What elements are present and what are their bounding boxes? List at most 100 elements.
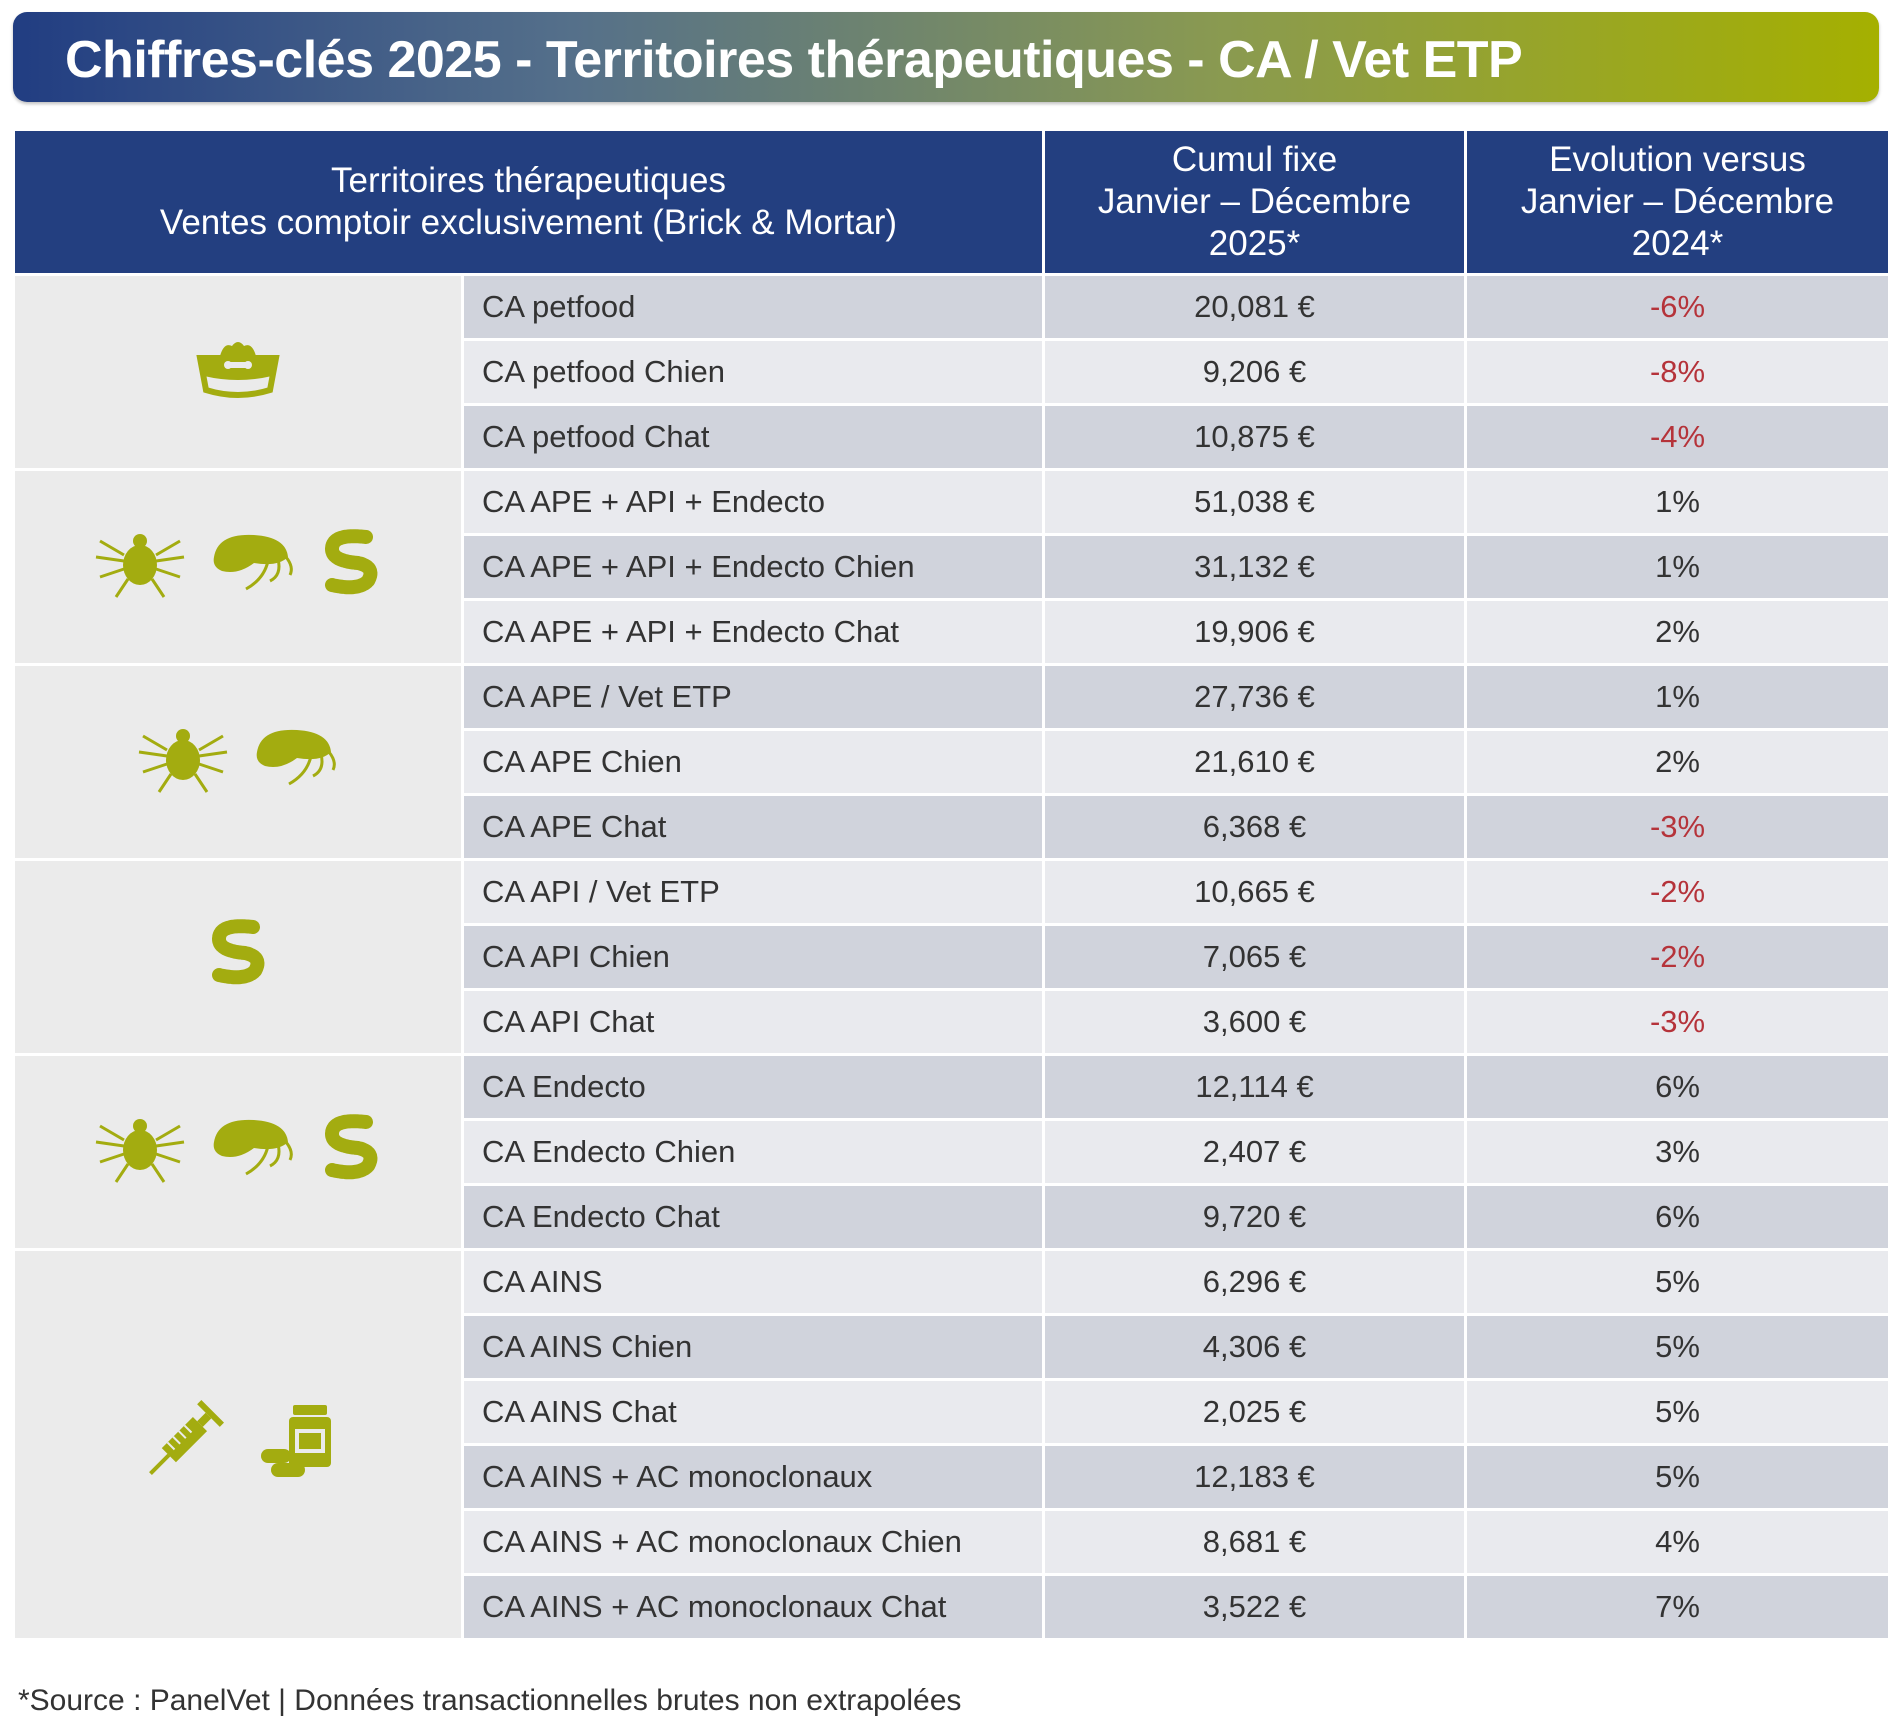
header-evolution-line1: Evolution versus bbox=[1549, 140, 1806, 179]
header-cumul: Cumul fixe Janvier – Décembre 2025* bbox=[1045, 131, 1465, 273]
worm-icon bbox=[205, 917, 271, 997]
flea-icon bbox=[208, 1112, 298, 1192]
table-row: CA Endecto 12,114 €6% bbox=[15, 1056, 1889, 1248]
table-row: CA API Chien 7,065 € -2% bbox=[15, 926, 1889, 988]
table-row: CA APE Chien 21,610 €2% bbox=[15, 731, 1889, 793]
row-label: CA API Chat bbox=[464, 991, 1043, 1053]
row-label: CA APE Chat bbox=[464, 796, 1043, 858]
header-cumul-line3: 2025* bbox=[1208, 224, 1301, 263]
row-label: CA Endecto Chat bbox=[464, 1186, 1043, 1248]
table-row: CA AINS + AC monoclonaux 12,183 €5% bbox=[15, 1446, 1889, 1508]
table-body: CA petfood 20,081 € -6% CA petfood Chien 9,2… bbox=[15, 276, 1889, 1638]
header-cumul-line2: Janvier – Décembre bbox=[1097, 182, 1412, 221]
row-cumul-value: 21,610 € bbox=[1045, 731, 1465, 793]
table-row: CA Endecto Chat 9,720 €6% bbox=[15, 1186, 1889, 1248]
row-cumul-value: 10,665 € bbox=[1045, 861, 1465, 923]
row-label: CA API Chien bbox=[464, 926, 1043, 988]
table-row: CA API Chat 3,600 € -3% bbox=[15, 991, 1889, 1053]
row-label: CA Endecto Chien bbox=[464, 1121, 1043, 1183]
row-evolution: 5% bbox=[1467, 1381, 1889, 1443]
row-evolution: 5% bbox=[1467, 1316, 1889, 1378]
row-cumul-value: 2,025 € bbox=[1045, 1381, 1465, 1443]
row-cumul-value: 31,132 € bbox=[1045, 536, 1465, 598]
row-label: CA AINS bbox=[464, 1251, 1043, 1313]
row-cumul-value: 19,906 € bbox=[1045, 601, 1465, 663]
header-evolution-line2: Janvier – Décembre bbox=[1520, 182, 1835, 221]
table-row: CA AINS + AC monoclonaux Chien 8,681 €4% bbox=[15, 1511, 1889, 1573]
row-evolution: -4% bbox=[1467, 406, 1889, 468]
territory-icons bbox=[15, 666, 461, 858]
row-label: CA APE + API + Endecto Chat bbox=[464, 601, 1043, 663]
table-row: CA APE + API + Endecto 51,038 €1% bbox=[15, 471, 1889, 663]
table-row: CA APE Chat 6,368 € -3% bbox=[15, 796, 1889, 858]
row-label: CA AINS + AC monoclonaux Chat bbox=[464, 1576, 1043, 1638]
row-label: CA AINS Chat bbox=[464, 1381, 1043, 1443]
row-label: CA APE / Vet ETP bbox=[464, 666, 1043, 728]
row-evolution: 5% bbox=[1467, 1251, 1889, 1313]
row-label: CA APE + API + Endecto Chien bbox=[464, 536, 1043, 598]
row-label: CA AINS + AC monoclonaux bbox=[464, 1446, 1043, 1508]
row-evolution: -2% bbox=[1467, 926, 1889, 988]
row-evolution: 2% bbox=[1467, 731, 1889, 793]
page-title: Chiffres-clés 2025 - Territoires thérape… bbox=[65, 31, 1523, 89]
table-row: CA AINS 6,296 €5% bbox=[15, 1251, 1889, 1638]
row-cumul-value: 7,065 € bbox=[1045, 926, 1465, 988]
territory-icons bbox=[15, 276, 461, 468]
row-evolution: 3% bbox=[1467, 1121, 1889, 1183]
table-header-row: Territoires thérapeutiques Ventes compto… bbox=[15, 131, 1889, 273]
row-evolution: 1% bbox=[1467, 471, 1889, 533]
header-territories-line2: Ventes comptoir exclusivement (Brick & M… bbox=[159, 203, 898, 242]
row-evolution: 6% bbox=[1467, 1186, 1889, 1248]
header-territories-line1: Territoires thérapeutiques bbox=[331, 161, 726, 200]
row-cumul-value: 8,681 € bbox=[1045, 1511, 1465, 1573]
tick-icon bbox=[135, 722, 231, 802]
territory-icons bbox=[15, 1056, 461, 1248]
row-evolution: -3% bbox=[1467, 796, 1889, 858]
header-territories: Territoires thérapeutiques Ventes compto… bbox=[15, 131, 1043, 273]
tick-icon bbox=[92, 527, 188, 607]
row-cumul-value: 2,407 € bbox=[1045, 1121, 1465, 1183]
row-cumul-value: 12,183 € bbox=[1045, 1446, 1465, 1508]
row-label: CA AINS Chien bbox=[464, 1316, 1043, 1378]
row-evolution: 1% bbox=[1467, 666, 1889, 728]
row-cumul-value: 4,306 € bbox=[1045, 1316, 1465, 1378]
row-cumul-value: 10,875 € bbox=[1045, 406, 1465, 468]
row-cumul-value: 9,720 € bbox=[1045, 1186, 1465, 1248]
table-row: CA APE + API + Endecto Chien 31,132 €1% bbox=[15, 536, 1889, 598]
key-figures-table: Territoires thérapeutiques Ventes compto… bbox=[12, 128, 1891, 1641]
row-evolution: 7% bbox=[1467, 1576, 1889, 1638]
pills-icon bbox=[253, 1401, 343, 1489]
syringe-icon bbox=[133, 1391, 233, 1499]
row-evolution: -6% bbox=[1467, 276, 1889, 338]
row-cumul-value: 20,081 € bbox=[1045, 276, 1465, 338]
territory-icons bbox=[15, 471, 461, 663]
row-evolution: -2% bbox=[1467, 861, 1889, 923]
worm-icon bbox=[318, 1112, 384, 1192]
row-evolution: -3% bbox=[1467, 991, 1889, 1053]
bowl-icon bbox=[190, 336, 286, 408]
territory-icons bbox=[15, 1251, 461, 1638]
row-evolution: 1% bbox=[1467, 536, 1889, 598]
row-evolution: 6% bbox=[1467, 1056, 1889, 1118]
table-row: CA APE + API + Endecto Chat 19,906 €2% bbox=[15, 601, 1889, 663]
table-row: CA petfood 20,081 € -6% bbox=[15, 276, 1889, 468]
row-evolution: -8% bbox=[1467, 341, 1889, 403]
territory-icons bbox=[15, 861, 461, 1053]
table-row: CA petfood Chien 9,206 € -8% bbox=[15, 341, 1889, 403]
table-row: CA Endecto Chien 2,407 €3% bbox=[15, 1121, 1889, 1183]
header-cumul-line1: Cumul fixe bbox=[1171, 140, 1338, 179]
row-label: CA petfood Chien bbox=[464, 341, 1043, 403]
row-evolution: 5% bbox=[1467, 1446, 1889, 1508]
row-cumul-value: 6,368 € bbox=[1045, 796, 1465, 858]
table-row: CA API / Vet ETP 10,665 € -2% bbox=[15, 861, 1889, 1053]
row-label: CA APE + API + Endecto bbox=[464, 471, 1043, 533]
row-cumul-value: 3,600 € bbox=[1045, 991, 1465, 1053]
worm-icon bbox=[318, 527, 384, 607]
header-evolution: Evolution versus Janvier – Décembre 2024… bbox=[1467, 131, 1889, 273]
tick-icon bbox=[92, 1112, 188, 1192]
row-label: CA petfood Chat bbox=[464, 406, 1043, 468]
title-banner: Chiffres-clés 2025 - Territoires thérape… bbox=[13, 12, 1879, 102]
table-row: CA AINS + AC monoclonaux Chat 3,522 €7% bbox=[15, 1576, 1889, 1638]
row-cumul-value: 51,038 € bbox=[1045, 471, 1465, 533]
header-evolution-line3: 2024* bbox=[1631, 224, 1724, 263]
